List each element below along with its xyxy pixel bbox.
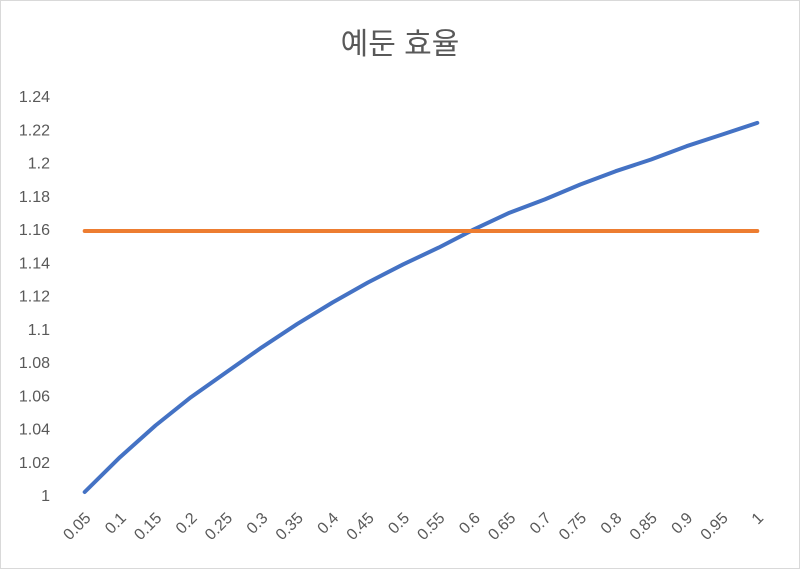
y-tick-label: 1.06 xyxy=(19,388,50,405)
y-tick-label: 1.16 xyxy=(19,222,50,239)
y-tick-label: 1.14 xyxy=(19,255,50,272)
chart-title: 예둔 효율 xyxy=(341,28,460,61)
y-tick-label: 1.12 xyxy=(19,289,50,306)
y-tick-label: 1 xyxy=(41,488,50,505)
y-tick-label: 1.18 xyxy=(19,189,50,206)
series-line xyxy=(82,120,760,494)
y-tick-label: 1.02 xyxy=(19,455,50,472)
y-tick-label: 1.1 xyxy=(28,322,50,339)
y-tick-label: 1.24 xyxy=(19,89,50,106)
y-tick-label: 1.08 xyxy=(19,355,50,372)
y-tick-label: 1.22 xyxy=(19,122,50,139)
y-tick-label: 1.2 xyxy=(28,156,50,173)
y-tick-label: 1.04 xyxy=(19,422,50,439)
